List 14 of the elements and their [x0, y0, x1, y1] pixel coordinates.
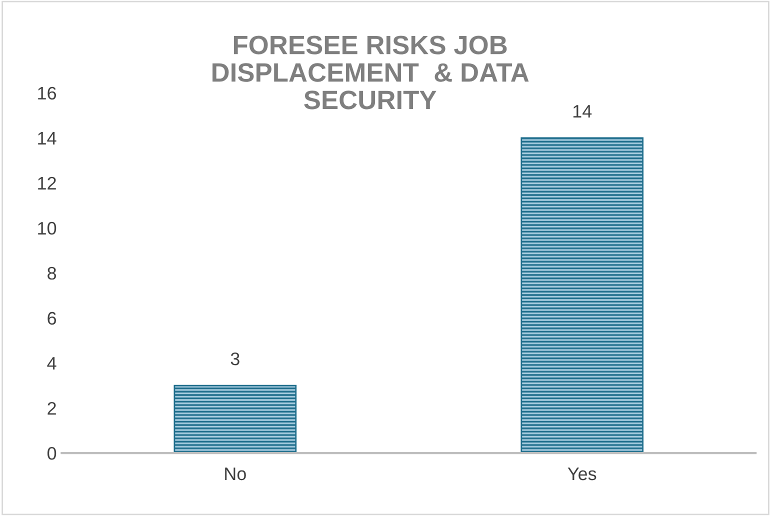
y-tick-label: 12 [38, 176, 56, 190]
y-tick-label: 8 [48, 266, 56, 280]
chart-title: FORESEE RISKS JOB DISPLACEMENT & DATA SECURITY [212, 36, 529, 110]
x-tick-label: No [225, 468, 246, 480]
y-tick-label: 6 [48, 312, 56, 325]
y-tick-label: 14 [38, 132, 56, 144]
y-tick-label: 4 [47, 357, 56, 370]
data-label: 14 [573, 105, 592, 118]
y-tick-label: 2 [48, 402, 56, 415]
y-tick-label: 16 [38, 86, 56, 100]
x-tick-label: Yes [568, 468, 596, 480]
data-label: 3 [230, 352, 240, 366]
y-tick-label: 0 [47, 446, 56, 460]
y-tick-label: 10 [38, 222, 56, 235]
